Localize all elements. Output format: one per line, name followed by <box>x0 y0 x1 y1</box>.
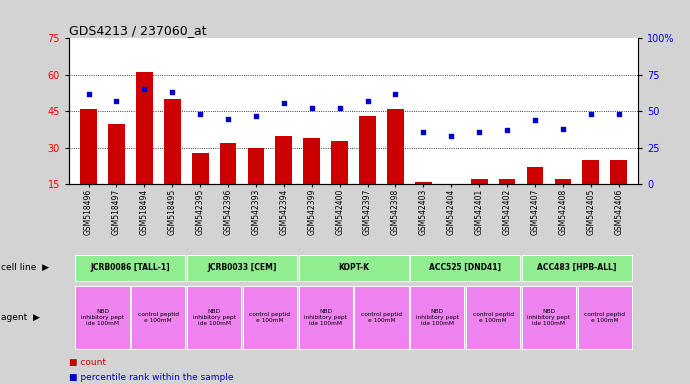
Bar <box>411 255 520 281</box>
Point <box>529 117 540 123</box>
Point <box>111 98 122 104</box>
Text: NBD
inhibitory pept
ide 100mM: NBD inhibitory pept ide 100mM <box>304 310 347 326</box>
Point <box>558 126 569 132</box>
Text: ■ count: ■ count <box>69 358 106 367</box>
Text: control peptid
e 100mM: control peptid e 100mM <box>138 312 179 323</box>
Point <box>195 111 206 118</box>
Text: NBD
inhibitory pept
ide 100mM: NBD inhibitory pept ide 100mM <box>81 310 124 326</box>
Bar <box>387 109 404 221</box>
Text: KOPT-K: KOPT-K <box>338 263 369 272</box>
Bar <box>466 286 520 349</box>
Bar <box>359 116 376 221</box>
Text: ACC525 [DND41]: ACC525 [DND41] <box>429 263 501 272</box>
Bar <box>355 286 408 349</box>
Text: JCRB0086 [TALL-1]: JCRB0086 [TALL-1] <box>90 263 170 272</box>
Text: control peptid
e 100mM: control peptid e 100mM <box>361 312 402 323</box>
Text: ■ percentile rank within the sample: ■ percentile rank within the sample <box>69 372 233 382</box>
Text: ACC483 [HPB-ALL]: ACC483 [HPB-ALL] <box>538 263 617 272</box>
Text: control peptid
e 100mM: control peptid e 100mM <box>584 312 625 323</box>
Bar <box>499 179 515 221</box>
Bar <box>443 184 460 221</box>
Bar <box>75 286 130 349</box>
Point <box>223 116 234 122</box>
Text: NBD
inhibitory pept
ide 100mM: NBD inhibitory pept ide 100mM <box>193 310 235 326</box>
Bar <box>611 160 627 221</box>
Bar <box>275 136 293 221</box>
Point <box>83 91 94 97</box>
Point <box>418 129 429 135</box>
Point <box>390 91 401 97</box>
Bar <box>415 182 432 221</box>
Bar <box>248 148 264 221</box>
Bar <box>526 167 544 221</box>
Point <box>278 99 289 106</box>
Bar <box>219 143 237 221</box>
Bar <box>187 255 297 281</box>
Bar <box>243 286 297 349</box>
Point <box>446 133 457 139</box>
Point <box>502 127 513 133</box>
Point <box>585 111 596 118</box>
Bar <box>108 124 125 221</box>
Bar <box>164 99 181 221</box>
Point <box>250 113 262 119</box>
Bar <box>578 286 632 349</box>
Point <box>139 86 150 93</box>
Bar <box>582 160 599 221</box>
Bar <box>187 286 241 349</box>
Bar <box>411 286 464 349</box>
Bar <box>136 73 152 221</box>
Text: NBD
inhibitory pept
ide 100mM: NBD inhibitory pept ide 100mM <box>416 310 459 326</box>
Point <box>306 105 317 111</box>
Bar <box>75 255 186 281</box>
Text: JCRB0033 [CEM]: JCRB0033 [CEM] <box>207 263 277 272</box>
Text: agent  ▶: agent ▶ <box>1 313 39 322</box>
Text: NBD
inhibitory pept
ide 100mM: NBD inhibitory pept ide 100mM <box>527 310 571 326</box>
Bar <box>471 179 488 221</box>
Point <box>613 111 624 118</box>
Text: control peptid
e 100mM: control peptid e 100mM <box>473 312 513 323</box>
Bar <box>131 286 186 349</box>
Bar <box>331 141 348 221</box>
Point <box>362 98 373 104</box>
Point <box>334 105 345 111</box>
Bar <box>80 109 97 221</box>
Bar <box>304 138 320 221</box>
Point <box>473 129 484 135</box>
Text: cell line  ▶: cell line ▶ <box>1 263 49 272</box>
Bar <box>522 286 576 349</box>
Bar <box>299 286 353 349</box>
Point <box>167 89 178 96</box>
Bar <box>555 179 571 221</box>
Bar <box>522 255 632 281</box>
Bar <box>192 153 208 221</box>
Text: GDS4213 / 237060_at: GDS4213 / 237060_at <box>69 24 206 37</box>
Text: control peptid
e 100mM: control peptid e 100mM <box>249 312 290 323</box>
Bar <box>299 255 408 281</box>
